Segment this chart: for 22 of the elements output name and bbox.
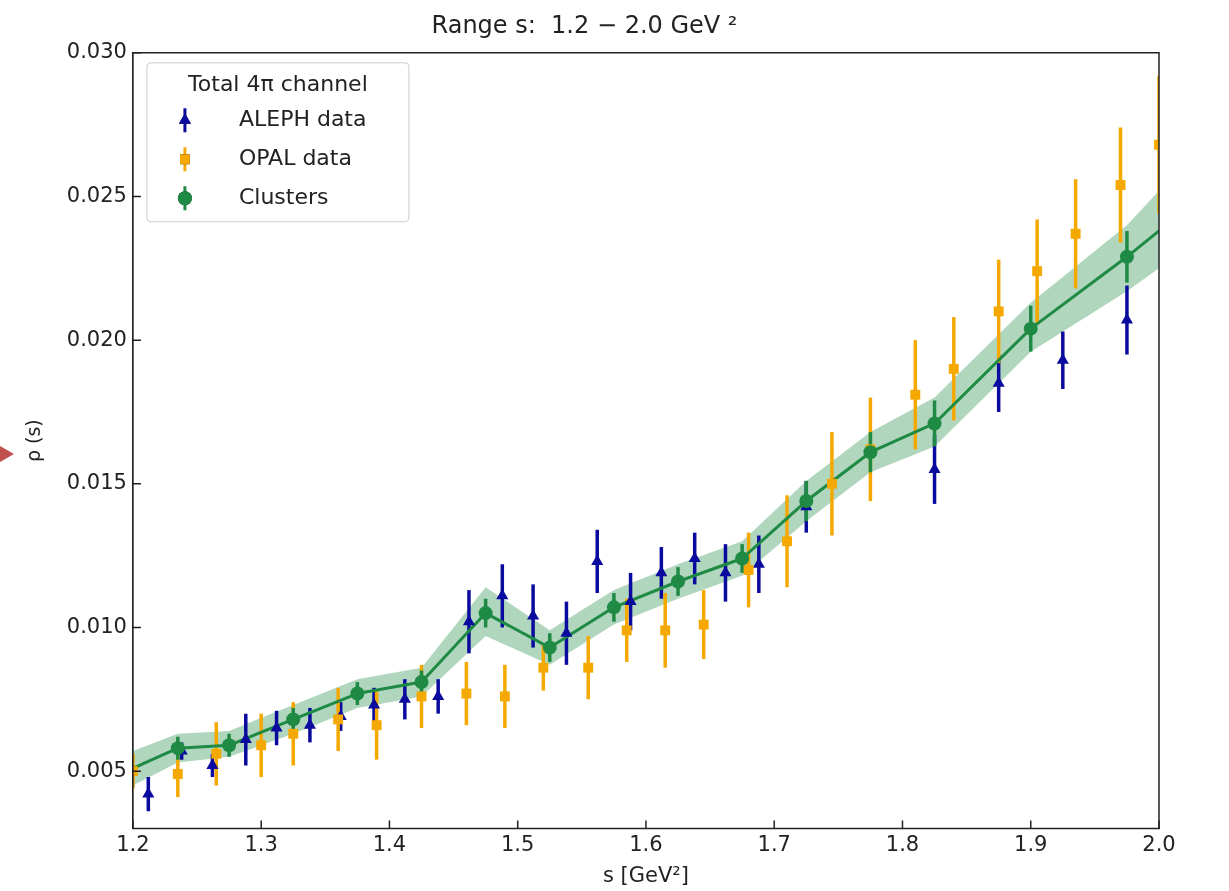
legend-label: Clusters: [238, 184, 329, 210]
x-tick-label: 1.3: [244, 831, 278, 856]
y-tick-label: 0.005: [66, 757, 127, 782]
chart-title: Range s: 1.2 − 2.0 GeV ²: [431, 10, 738, 39]
x-tick-label: 1.7: [757, 831, 791, 856]
y-tick-label: 0.020: [66, 326, 127, 351]
y-tick-label: 0.015: [66, 470, 127, 495]
x-tick-label: 1.9: [1014, 831, 1048, 856]
x-axis-title: s [GeV²]: [602, 862, 689, 887]
y-tick-label: 0.010: [66, 613, 127, 638]
legend-title: Total 4π channel: [187, 70, 368, 96]
y-axis-title: ρ (s): [22, 419, 45, 463]
x-tick-label: 2.0: [1142, 831, 1176, 856]
legend-label: ALEPH data: [238, 106, 367, 132]
y-tick-label: 0.030: [66, 39, 127, 64]
x-tick-label: 1.6: [629, 831, 663, 856]
x-tick-label: 1.4: [372, 831, 407, 856]
x-tick-label: 1.8: [885, 831, 920, 856]
x-tick-label: 1.5: [501, 831, 535, 856]
legend-label: OPAL data: [238, 145, 352, 171]
y-tick-label: 0.025: [66, 182, 127, 207]
x-tick-label: 1.2: [116, 831, 150, 856]
